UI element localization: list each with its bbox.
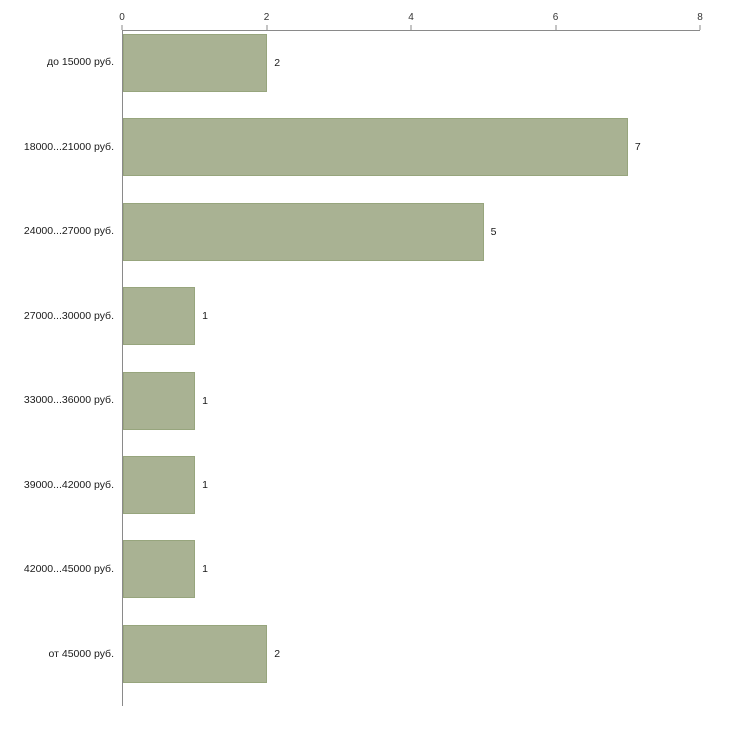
category-label: до 15000 руб.: [46, 56, 114, 68]
category-slot: 39000...42000 руб.: [0, 453, 118, 538]
bar-row: 5: [123, 200, 700, 284]
x-tick-label: 0: [119, 12, 125, 23]
category-slot: 33000...36000 руб.: [0, 368, 118, 453]
category-label: 27000...30000 руб.: [23, 309, 114, 322]
bar-row: 1: [123, 453, 700, 537]
bar: [123, 455, 196, 514]
bar-line: 1: [123, 371, 700, 430]
category-label: от 45000 руб.: [48, 647, 114, 660]
category-label: 39000...42000 руб.: [23, 478, 114, 491]
category-label: 24000...27000 руб.: [23, 225, 114, 237]
bar: [123, 202, 484, 261]
bar-line: 2: [123, 34, 700, 92]
bar-value-label: 1: [202, 478, 208, 491]
bar-line: 1: [123, 287, 700, 346]
bar-row: 1: [123, 537, 700, 621]
bar: [123, 624, 268, 683]
x-tick-label: 2: [263, 12, 270, 23]
bar: [123, 371, 196, 430]
category-label: 33000...36000 руб.: [23, 394, 114, 406]
bar-line: 1: [123, 540, 700, 599]
bar-value-label: 2: [274, 57, 281, 69]
bar: [123, 34, 268, 92]
category-slot: 18000...21000 руб.: [0, 115, 118, 200]
bar-row: 1: [123, 284, 700, 368]
bar-value-label: 1: [202, 563, 208, 576]
category-slot: 42000...45000 руб.: [0, 537, 118, 622]
x-tick: 0: [119, 12, 125, 30]
bar-line: 5: [123, 202, 700, 261]
category-label: 42000...45000 руб.: [23, 563, 114, 575]
bar-row: 7: [123, 115, 700, 199]
x-tick-label: 6: [552, 12, 559, 23]
x-tick-label: 4: [408, 12, 414, 23]
category-slot: 27000...30000 руб.: [0, 284, 118, 369]
category-labels: до 15000 руб. 18000...21000 руб. 24000...2…: [0, 30, 118, 706]
x-tick: 6: [553, 12, 558, 30]
bar-line: 2: [123, 624, 700, 683]
bar-value-label: 5: [490, 225, 497, 238]
bar-row: 2: [123, 31, 700, 115]
category-slot: 24000...27000 руб.: [0, 199, 118, 284]
bar-value-label: 1: [202, 394, 208, 407]
bar-value-label: 1: [202, 310, 208, 323]
plot-area: 2 7 5 1 1 1 1 2: [122, 30, 700, 706]
bar-row: 1: [123, 369, 700, 453]
bar-value-label: 2: [274, 647, 281, 660]
bar-line: 7: [123, 118, 700, 177]
bar: [123, 118, 628, 177]
bar: [123, 540, 196, 599]
x-tick: 4: [408, 12, 414, 30]
x-tick: 2: [264, 12, 269, 30]
bar-row: 2: [123, 622, 700, 706]
category-slot: от 45000 руб.: [0, 622, 118, 707]
x-tick-label: 8: [697, 12, 703, 23]
x-tick: 8: [697, 12, 703, 30]
category-label: 18000...21000 руб.: [23, 140, 114, 153]
category-slot: до 15000 руб.: [0, 30, 118, 115]
bar-line: 1: [123, 455, 700, 514]
bar: [123, 287, 196, 346]
bar-rows: 2 7 5 1 1 1 1 2: [123, 31, 700, 706]
bar-value-label: 7: [634, 141, 641, 154]
